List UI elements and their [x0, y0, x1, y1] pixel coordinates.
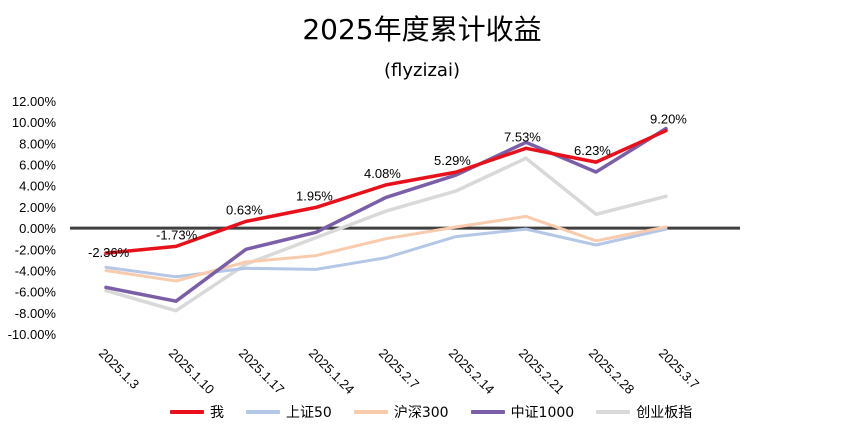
legend-item: 创业板指	[596, 402, 692, 422]
data-label: 6.23%	[574, 143, 611, 158]
x-tick-label: 2025.1.17	[236, 346, 288, 398]
chart-legend: 我 上证50 沪深300 中证1000 创业板指	[170, 402, 692, 422]
legend-label: 上证50	[286, 405, 332, 421]
y-tick-label: -4.00%	[15, 263, 57, 278]
x-tick-label: 2025.1.10	[166, 346, 218, 398]
y-tick-label: 12.00%	[12, 94, 57, 109]
y-tick-label: -2.00%	[15, 242, 57, 257]
data-label: -1.73%	[156, 227, 198, 242]
legend-label: 沪深300	[393, 405, 449, 421]
series-line-2	[104, 214, 668, 283]
legend-label: 创业板指	[636, 405, 693, 421]
x-tick-label: 2025.2.21	[516, 346, 568, 398]
x-tick-label: 2025.2.7	[376, 346, 422, 392]
legend-swatch	[596, 410, 631, 414]
data-label: 7.53%	[504, 129, 541, 144]
legend-item: 中证1000	[470, 402, 575, 422]
legend-label: 中证1000	[510, 405, 575, 421]
chart-subtitle: (flyzizai)	[384, 60, 460, 81]
y-tick-label: -10.00%	[8, 327, 57, 342]
y-tick-label: 10.00%	[12, 115, 57, 130]
series-line-3	[104, 126, 668, 303]
series-line-4	[104, 156, 668, 313]
y-tick-label: 8.00%	[19, 136, 56, 151]
data-label: 5.29%	[434, 153, 471, 168]
legend-swatch	[170, 410, 204, 414]
y-tick-label: -8.00%	[15, 306, 57, 321]
y-tick-label: 4.00%	[19, 179, 56, 194]
legend-swatch	[470, 410, 505, 414]
data-label: 9.20%	[650, 112, 687, 127]
y-tick-label: 2.00%	[19, 200, 56, 215]
legend-swatch	[246, 410, 280, 414]
data-label: 0.63%	[226, 202, 263, 217]
data-label: 1.95%	[296, 188, 333, 203]
legend-swatch	[353, 410, 388, 414]
chart-title: 2025年度累计收益	[302, 13, 542, 46]
x-tick-label: 2025.3.7	[656, 346, 702, 392]
legend-item: 沪深300	[353, 402, 449, 422]
y-tick-label: 6.00%	[19, 158, 56, 173]
x-tick-label: 2025.1.24	[306, 346, 358, 398]
legend-item: 我	[170, 402, 224, 422]
x-tick-label: 2025.2.14	[446, 346, 498, 398]
data-label: 4.08%	[364, 166, 401, 181]
series-line-0	[104, 128, 668, 255]
x-tick-label: 2025.1.3	[96, 346, 142, 392]
x-tick-label: 2025.2.28	[586, 346, 638, 398]
legend-label: 我	[210, 405, 224, 421]
y-tick-label: 0.00%	[19, 221, 56, 236]
y-tick-label: -6.00%	[15, 285, 57, 300]
data-label: -2.36%	[88, 245, 130, 260]
legend-item: 上证50	[246, 402, 332, 422]
